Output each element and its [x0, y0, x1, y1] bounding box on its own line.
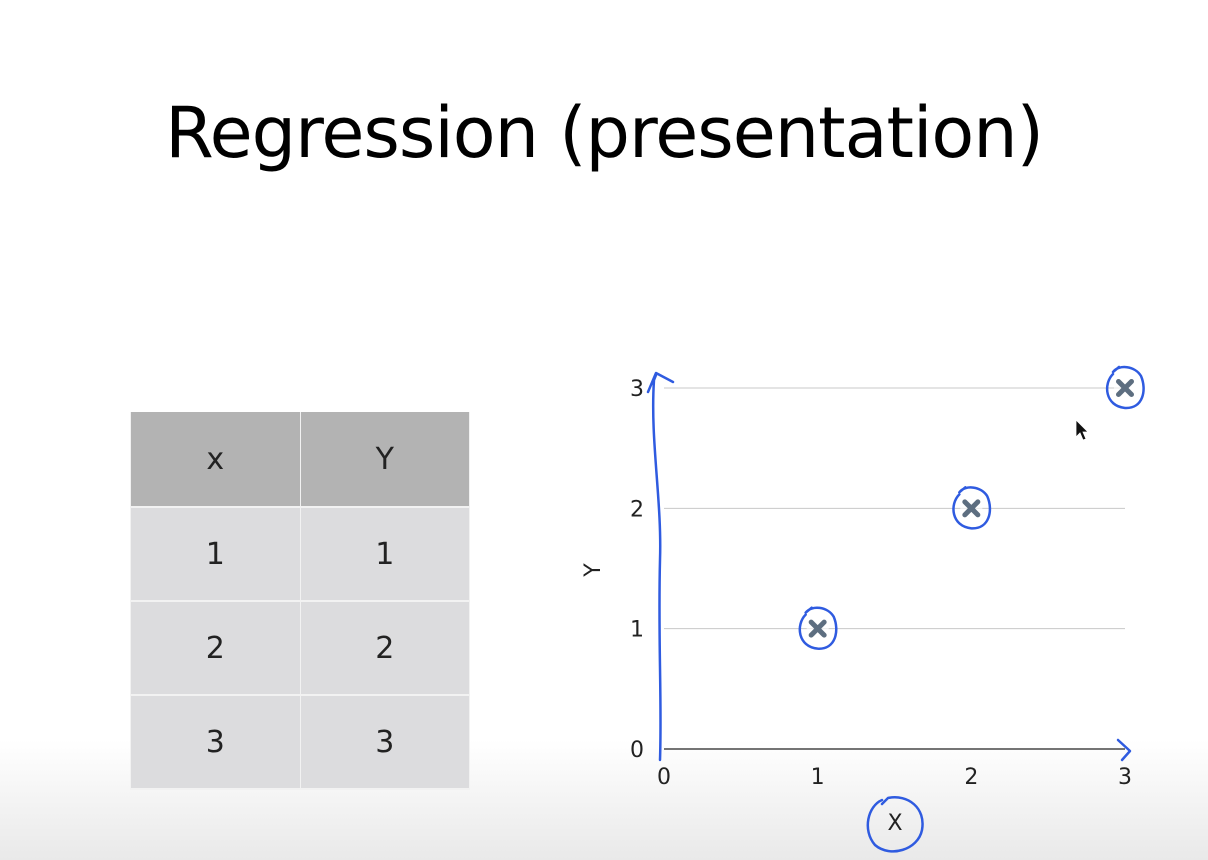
pen-y-axis-arrow: [646, 371, 675, 762]
y-tick-label: 3: [630, 377, 644, 402]
mouse-cursor-icon: [1075, 419, 1089, 441]
y-axis-label: Y: [581, 563, 606, 578]
x-axis-label: X: [887, 811, 902, 836]
data-point: [1114, 377, 1136, 399]
table-header-x: x: [130, 412, 301, 508]
x-tick-label: 1: [811, 765, 825, 790]
x-tick-label: 2: [964, 765, 978, 790]
data-table: x Y 1 1 2 2 3 3: [130, 412, 470, 790]
table-cell: 2: [130, 601, 301, 696]
y-tick-label: 1: [630, 618, 644, 643]
table-row: 1 1: [130, 507, 470, 602]
table-header-row: x Y: [130, 412, 470, 508]
y-tick-label: 0: [630, 738, 644, 763]
table-row: 3 3: [130, 695, 470, 790]
data-point: [960, 497, 983, 520]
point-circles: [798, 365, 1145, 650]
x-tick-labels: 0 1 2 3: [657, 765, 1132, 790]
pen-point-circle: [798, 606, 838, 650]
x-tick-label: 3: [1118, 765, 1132, 790]
table-header-y: Y: [299, 412, 470, 508]
table-cell: 3: [130, 695, 301, 790]
table-cell: 1: [299, 507, 470, 602]
table-row: 2 2: [130, 601, 470, 696]
slide-title: Regression (presentation): [165, 92, 1044, 174]
table-cell: 2: [299, 601, 470, 696]
pen-x-label-circle: [866, 796, 924, 853]
y-tick-labels: 0 1 2 3: [630, 377, 644, 763]
x-tick-label: 0: [657, 765, 671, 790]
pen-x-axis-arrow: [1116, 738, 1132, 762]
table-cell: 1: [130, 507, 301, 602]
data-point: [806, 617, 829, 640]
pen-point-circle: [1105, 365, 1145, 410]
pen-annotations: [646, 371, 1132, 853]
y-tick-label: 2: [630, 497, 644, 522]
gridlines: [664, 387, 1125, 630]
table-cell: 3: [299, 695, 470, 790]
data-points: [806, 377, 1136, 640]
pen-point-circle: [952, 486, 992, 530]
